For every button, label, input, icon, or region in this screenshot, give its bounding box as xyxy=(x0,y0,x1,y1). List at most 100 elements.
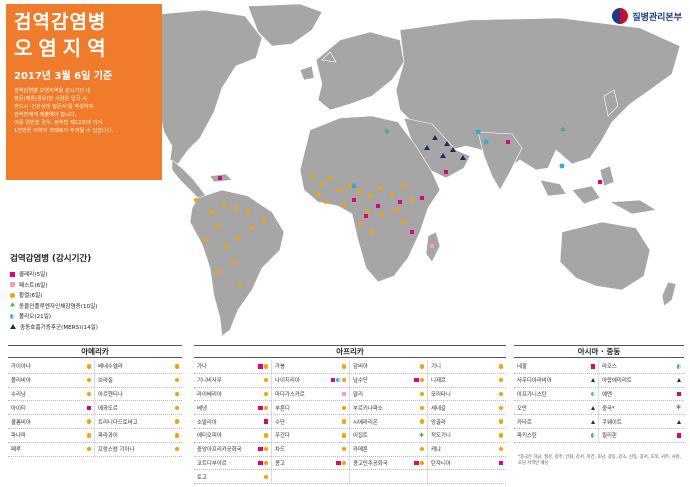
country-name: 가나 xyxy=(197,364,207,371)
dot-marker-icon xyxy=(174,433,179,438)
dot-marker-icon xyxy=(263,391,268,397)
country-name: 세네갈 xyxy=(431,405,446,412)
disease-markers xyxy=(419,364,424,369)
country-cell: 네팔 xyxy=(514,360,599,373)
country-cell: 브라질 xyxy=(95,374,182,387)
disease-markers xyxy=(676,364,681,369)
disease-markers xyxy=(86,433,91,438)
africa xyxy=(299,115,441,283)
svg-text:✱: ✱ xyxy=(560,126,566,134)
legend-item: ✱ 동물인플루엔자인체감염증(10일) xyxy=(10,301,98,312)
country-cell: 우간다 xyxy=(272,428,350,442)
sq-marker-icon xyxy=(258,460,263,466)
table-row: 파키스탄 필리핀 xyxy=(514,428,684,443)
dot-marker-icon xyxy=(341,419,346,424)
country-name: 네팔 xyxy=(517,364,527,371)
country-cell: 파키스탄 xyxy=(514,428,599,442)
country-name: 나이지리아 xyxy=(275,378,300,385)
dot-marker-icon xyxy=(263,433,268,438)
country-name: 콩고민주공화국 xyxy=(353,460,388,467)
mers-marker-icon xyxy=(10,324,16,330)
legend-item: 황열(6일) xyxy=(10,290,98,301)
disease-markers xyxy=(258,405,268,411)
country-name: 니제르 xyxy=(431,378,446,385)
legend-label: 황열(6일) xyxy=(19,293,43,300)
dot-marker-icon xyxy=(86,364,91,369)
table-row: 기니비사우 나이지리아 남수단 니제르 xyxy=(194,373,506,388)
disease-markers xyxy=(174,364,179,369)
americas-table: 아메리카 가이아나 베네수엘라 볼리비아 브라질 수리남 아르헨티나 아이티 에콰도르 콜롬비아… xyxy=(8,345,182,457)
disease-markers xyxy=(419,391,424,397)
country-name: 적도기니 xyxy=(431,433,451,440)
disease-markers xyxy=(341,391,346,397)
country-cell: 소말리아 xyxy=(194,415,272,428)
country-cell: 아프가니스탄 xyxy=(514,387,599,401)
table-row: 볼리비아 브라질 xyxy=(8,373,182,388)
disease-markers xyxy=(263,419,268,424)
table-row: 코트디부아르 콩고 콩고민주공화국 탄자니아 xyxy=(194,456,506,471)
brand: 질병관리본부 xyxy=(612,8,682,24)
country-cell: 적도기니 xyxy=(428,429,506,442)
greenland xyxy=(247,3,323,47)
country-cell: 가나 xyxy=(194,360,272,373)
country-cell: 콜롬비아 xyxy=(8,415,95,428)
disease-markers xyxy=(498,405,503,411)
country-name: 오만 xyxy=(517,405,527,412)
dot-marker-icon xyxy=(419,446,424,452)
country-cell: 볼리비아 xyxy=(8,373,95,387)
disease-markers xyxy=(676,391,681,397)
disease-markers xyxy=(498,377,503,383)
country-cell xyxy=(272,470,350,484)
disease-markers xyxy=(498,446,503,452)
cholera-marker-icon xyxy=(10,271,15,277)
disease-markers xyxy=(86,391,91,397)
page-title-line1: 검역감염병 xyxy=(14,11,107,33)
country-name: 예멘 xyxy=(602,391,612,398)
plague-marker-icon xyxy=(10,282,15,288)
india xyxy=(477,131,523,191)
country-name: 케냐 xyxy=(431,447,441,454)
dot-marker-icon xyxy=(498,405,503,411)
dot-marker-icon xyxy=(419,460,424,466)
dot-marker-icon xyxy=(86,446,91,452)
yellow-fever-marker-icon xyxy=(10,292,15,298)
disease-markers xyxy=(341,364,346,369)
country-name: 우간다 xyxy=(275,433,290,440)
table-row: 카타르 쿠웨이트 xyxy=(514,415,684,429)
dot-marker-icon xyxy=(341,377,346,383)
disease-markers xyxy=(414,460,424,466)
disease-markers xyxy=(86,364,91,369)
country-cell: 차드 xyxy=(272,442,350,456)
country-name: 브라질 xyxy=(98,378,113,385)
country-cell: 감비아 xyxy=(350,360,428,373)
disease-markers xyxy=(86,446,91,452)
sq-marker-icon xyxy=(590,364,595,369)
sq-marker-icon xyxy=(258,364,263,369)
table-row: 에티오피아 우간다 이집트 적도기니 xyxy=(194,428,506,443)
country-name: 말리 xyxy=(353,391,363,398)
date-label: 2017년 3월 6일 기준 xyxy=(14,71,113,82)
country-cell: 라오스 xyxy=(599,360,684,373)
country-cell: 필리핀 xyxy=(599,429,684,442)
dot-marker-icon xyxy=(341,460,346,466)
country-cell: 카메룬 xyxy=(350,442,428,456)
kcdc-logo-icon xyxy=(612,8,629,24)
disease-markers xyxy=(263,391,268,397)
country-cell: 베냉 xyxy=(194,401,272,415)
dot-marker-icon xyxy=(263,377,268,383)
country-name: 앙골라 xyxy=(431,419,446,426)
country-name: 가이아나 xyxy=(11,364,31,371)
country-cell: 니제르 xyxy=(428,374,506,387)
country-cell: 이집트 xyxy=(350,428,428,442)
disease-markers xyxy=(174,391,179,397)
country-cell: 에티오피아 xyxy=(194,428,272,442)
country-cell: 카타르 xyxy=(514,415,599,428)
table-row: 가나 가봉 감비아 기니 xyxy=(194,360,506,374)
sq-marker-icon xyxy=(258,405,263,411)
country-name: 트리니다드토바고 xyxy=(98,419,138,426)
country-name: 시에라리온 xyxy=(353,419,378,426)
disease-markers xyxy=(263,474,268,480)
legend: 검역감염병 (감시기간) 콜레라(5일) 페스트(6일) 황열(6일) ✱ 동물인… xyxy=(10,252,98,332)
country-name: 기니비사우 xyxy=(197,378,222,385)
legend-label: 페스트(6일) xyxy=(19,282,48,289)
